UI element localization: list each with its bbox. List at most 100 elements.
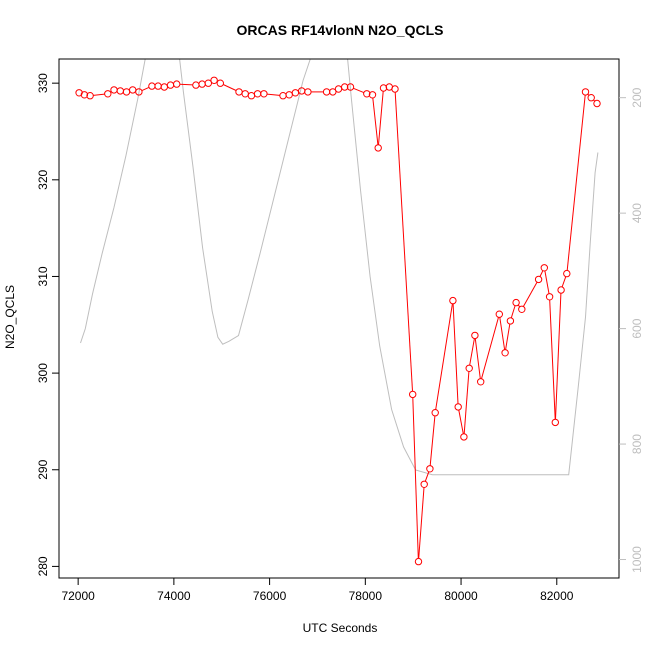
y-tick-label: 320 [36, 169, 50, 189]
data-point [477, 378, 485, 386]
main-series-segment [469, 338, 475, 366]
secondary-y-tick-label: 200 [630, 87, 644, 107]
data-point [431, 409, 439, 417]
data-point [173, 80, 181, 88]
x-tick-label: 78000 [349, 589, 383, 603]
x-tick-label: 74000 [157, 589, 191, 603]
data-point [426, 465, 434, 473]
secondary-y-tick-label: 400 [630, 203, 644, 223]
main-series-segment [561, 276, 567, 288]
main-series-segment [510, 305, 516, 319]
data-point [551, 418, 559, 427]
data-point [540, 264, 548, 272]
main-series-segment [544, 270, 550, 294]
data-point [587, 94, 595, 102]
y-tick-label: 300 [36, 363, 50, 383]
y-axis-label: N2O_QCLS [3, 285, 17, 349]
data-point [501, 349, 509, 357]
data-point [414, 557, 423, 566]
main-series-segment [435, 303, 453, 410]
main-series-segment [463, 371, 470, 434]
main-series-segment [474, 338, 481, 379]
main-series-segment [452, 303, 459, 404]
data-point [545, 293, 554, 301]
data-point [363, 90, 371, 98]
data-point [80, 91, 89, 99]
main-series-segment [222, 84, 237, 91]
data-point [557, 286, 565, 294]
data-point [495, 310, 503, 318]
data-point [563, 269, 571, 278]
data-point [465, 364, 473, 372]
secondary-series-line [80, 58, 599, 476]
data-point [460, 433, 468, 441]
y-axis: 280 290 300 310 320 330 [36, 73, 59, 576]
x-tick-label: 80000 [444, 589, 478, 603]
data-point [86, 92, 94, 100]
x-tick-label: 82000 [540, 589, 574, 603]
main-series-segment [394, 92, 413, 392]
secondary-y-tick-label: 800 [630, 434, 644, 454]
data-point [304, 88, 312, 96]
data-point [391, 85, 399, 93]
data-point [329, 88, 337, 96]
main-series-segment [555, 293, 562, 420]
data-point [210, 76, 218, 85]
x-tick-label: 76000 [253, 589, 287, 603]
data-point [204, 79, 213, 87]
chart-title: ORCAS RF14vlonN N2O_QCLS [237, 22, 444, 38]
data-point [409, 390, 417, 399]
secondary-y-tick-label: 1000 [630, 546, 644, 573]
data-point [449, 296, 457, 305]
main-series-segment [353, 87, 364, 94]
x-axis-label: UTC Seconds [303, 621, 378, 635]
main-series-segment [499, 317, 506, 350]
secondary-y-axis: 200 400 600 800 1000 [619, 87, 644, 573]
x-axis: 72000 74000 76000 78000 80000 82000 [61, 578, 574, 603]
data-point [216, 79, 225, 87]
y-tick-label: 280 [36, 556, 50, 576]
data-point [593, 99, 601, 108]
data-point [420, 480, 428, 488]
main-series-segment [141, 86, 150, 92]
plot-frame [58, 58, 620, 579]
main-series-segment [424, 471, 430, 482]
main-series-segment [93, 93, 105, 96]
data-point [260, 90, 268, 98]
data-point [471, 331, 479, 340]
main-series-layer [75, 76, 601, 566]
data-point [518, 305, 526, 313]
y-tick-label: 310 [36, 266, 50, 286]
data-point [104, 90, 112, 98]
data-point [341, 83, 349, 91]
main-series-segment [522, 281, 538, 307]
data-point [135, 88, 143, 96]
main-series-segment [372, 97, 379, 145]
data-point [534, 275, 543, 284]
main-series-segment [481, 317, 499, 379]
data-point [454, 403, 462, 411]
y-tick-label: 290 [36, 459, 50, 479]
main-series-segment [378, 91, 384, 145]
main-series-segment [458, 410, 464, 434]
main-series-segment [566, 94, 586, 271]
main-series-segment [429, 415, 436, 466]
secondary-y-tick-label: 600 [630, 318, 644, 338]
main-series-segment [418, 487, 425, 559]
main-series-segment [179, 83, 193, 86]
data-point [506, 317, 515, 325]
main-series-segment [505, 324, 511, 350]
data-point [346, 83, 355, 91]
main-series-segment [412, 397, 419, 559]
x-tick-label: 72000 [61, 589, 95, 603]
main-series-segment [266, 93, 280, 96]
data-point [512, 298, 520, 307]
data-point [374, 144, 382, 152]
main-series-segment [549, 299, 556, 420]
main-series-segment [539, 270, 544, 277]
data-point [368, 91, 377, 99]
data-point [581, 88, 590, 96]
secondary-series-layer [80, 58, 599, 476]
